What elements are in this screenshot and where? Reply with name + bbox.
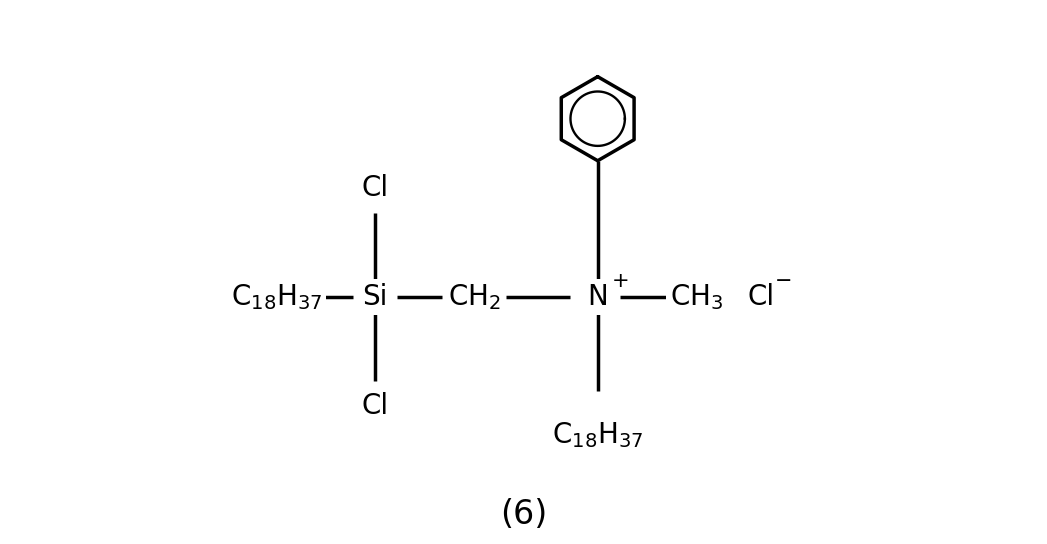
Text: CH$_3$: CH$_3$ — [670, 282, 723, 312]
Text: Si: Si — [362, 283, 387, 311]
Text: (6): (6) — [499, 498, 548, 531]
Text: C$_{18}$H$_{37}$: C$_{18}$H$_{37}$ — [230, 282, 321, 312]
Text: +: + — [611, 271, 629, 291]
Text: C$_{18}$H$_{37}$: C$_{18}$H$_{37}$ — [552, 421, 644, 450]
Text: Cl: Cl — [361, 392, 388, 419]
Text: −: − — [775, 271, 793, 291]
Text: Cl: Cl — [361, 174, 388, 202]
Text: N: N — [587, 283, 608, 311]
Text: CH$_2$: CH$_2$ — [448, 282, 500, 312]
Text: Cl: Cl — [748, 283, 775, 311]
